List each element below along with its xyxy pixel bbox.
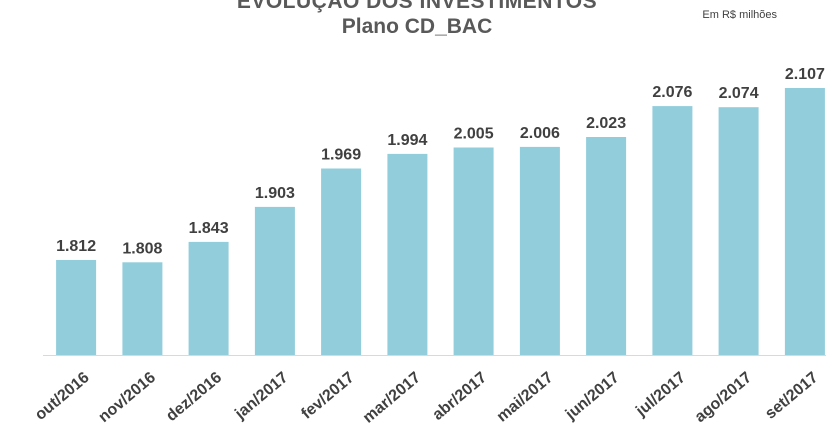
data-label: 2.005	[454, 126, 494, 143]
x-tick-label: dez/2016	[163, 369, 225, 425]
x-tick-label: jun/2017	[562, 369, 623, 424]
x-tick-label: mar/2017	[360, 369, 424, 427]
data-label: 1.843	[189, 220, 229, 237]
x-tick-label: abr/2017	[429, 369, 490, 424]
data-label: 2.023	[586, 115, 626, 132]
data-label: 2.074	[719, 85, 759, 102]
bar-dez-2016	[188, 241, 229, 355]
bar-abr-2017	[453, 147, 494, 355]
x-tick-label: out/2016	[32, 369, 93, 424]
data-label: 2.006	[520, 125, 560, 142]
bar-ago-2017	[718, 107, 759, 355]
bar-jun-2017	[586, 137, 627, 355]
unit-note: Em R$ milhões	[702, 9, 777, 21]
bar-fev-2017	[321, 168, 362, 355]
x-tick-label: fev/2017	[298, 369, 357, 423]
bar-out-2016	[56, 260, 97, 355]
bar-nov-2016	[122, 262, 163, 355]
bar-mai-2017	[519, 146, 560, 355]
x-tick-label: ago/2017	[692, 369, 755, 426]
x-tick-label: jul/2017	[632, 369, 689, 420]
chart-subtitle: Plano CD_BAC	[341, 15, 493, 38]
x-tick-label: nov/2016	[96, 369, 159, 426]
bar-mar-2017	[387, 153, 428, 355]
chart-title: EVOLUÇÃO DOS INVESTIMENTOS	[236, 0, 598, 13]
x-tick-label: mai/2017	[494, 369, 557, 426]
bar-jul-2017	[652, 106, 693, 355]
data-label: 1.969	[321, 147, 361, 164]
bar-jan-2017	[254, 206, 295, 355]
bar-set-2017	[784, 88, 825, 355]
x-tick-label: jan/2017	[231, 369, 291, 423]
data-label: 1.812	[56, 238, 96, 255]
data-label: 1.808	[122, 240, 162, 257]
data-label: 1.903	[255, 185, 295, 202]
data-label: 1.994	[387, 132, 427, 149]
data-label: 2.107	[785, 66, 825, 83]
data-label: 2.076	[652, 84, 692, 101]
x-tick-label: set/2017	[762, 369, 821, 423]
